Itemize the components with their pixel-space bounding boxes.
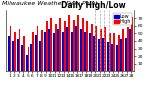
- Bar: [77, 15, 79, 71]
- Bar: [12, 41, 14, 71]
- Bar: [131, 17, 133, 71]
- Bar: [39, 41, 41, 71]
- Text: Daily High/Low: Daily High/Low: [61, 1, 125, 10]
- Bar: [26, 55, 28, 71]
- Bar: [48, 29, 50, 71]
- Bar: [46, 21, 48, 71]
- Bar: [62, 32, 64, 71]
- Bar: [118, 35, 120, 71]
- Bar: [10, 26, 12, 71]
- Bar: [89, 33, 91, 71]
- Bar: [19, 29, 20, 71]
- Bar: [59, 18, 61, 71]
- Bar: [125, 38, 127, 71]
- Bar: [57, 29, 59, 71]
- Bar: [127, 27, 129, 71]
- Text: Milwaukee Weather Dew Point: Milwaukee Weather Dew Point: [2, 1, 97, 6]
- Bar: [82, 18, 84, 71]
- Bar: [93, 36, 95, 71]
- Bar: [129, 29, 131, 71]
- Legend: Low, High: Low, High: [113, 13, 132, 25]
- Bar: [80, 29, 82, 71]
- Bar: [102, 38, 104, 71]
- Bar: [8, 36, 10, 71]
- Bar: [68, 15, 70, 71]
- Bar: [35, 35, 37, 71]
- Bar: [98, 39, 100, 71]
- Bar: [21, 45, 23, 71]
- Bar: [71, 32, 73, 71]
- Bar: [50, 18, 52, 71]
- Bar: [66, 27, 68, 71]
- Bar: [53, 33, 55, 71]
- Bar: [73, 20, 75, 71]
- Bar: [37, 26, 39, 71]
- Bar: [95, 26, 97, 71]
- Bar: [111, 44, 113, 71]
- Bar: [28, 47, 29, 71]
- Bar: [75, 26, 77, 71]
- Bar: [120, 39, 122, 71]
- Bar: [86, 21, 88, 71]
- Bar: [116, 45, 118, 71]
- Bar: [100, 29, 102, 71]
- Bar: [30, 44, 32, 71]
- Bar: [84, 32, 86, 71]
- Bar: [17, 39, 19, 71]
- Bar: [55, 24, 56, 71]
- Bar: [109, 33, 111, 71]
- Bar: [44, 32, 46, 71]
- Bar: [122, 29, 124, 71]
- Bar: [41, 30, 43, 71]
- Bar: [64, 21, 66, 71]
- Bar: [104, 27, 106, 71]
- Bar: [14, 32, 16, 71]
- Bar: [23, 36, 25, 71]
- Bar: [107, 42, 109, 71]
- Bar: [32, 32, 34, 71]
- Bar: [91, 24, 93, 71]
- Bar: [113, 33, 115, 71]
